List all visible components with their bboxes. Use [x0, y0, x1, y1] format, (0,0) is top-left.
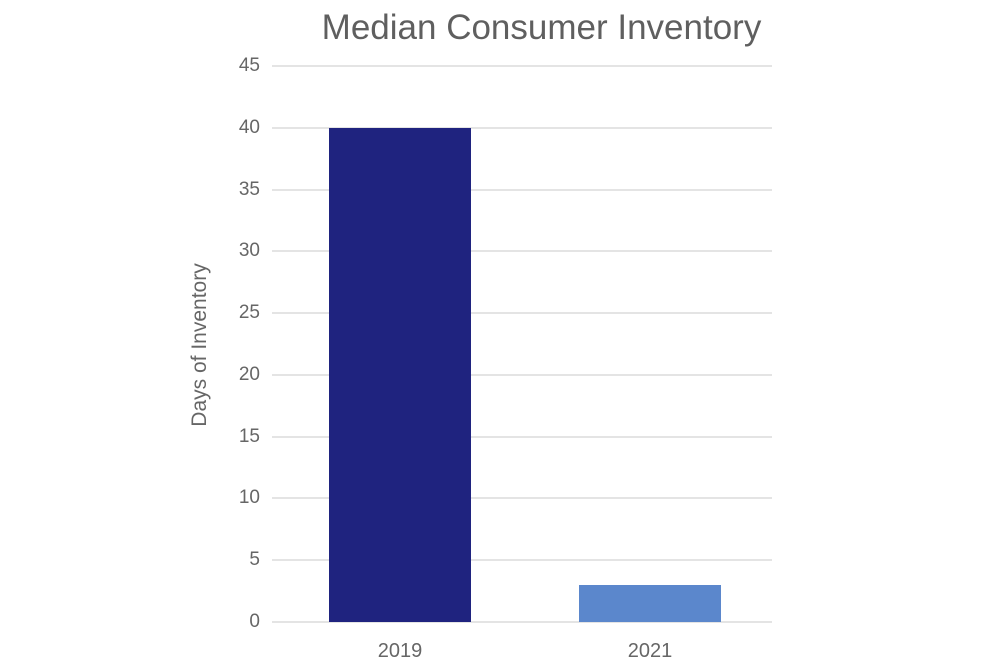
y-tick-label: 30 — [238, 240, 260, 262]
plot-area — [272, 65, 772, 623]
y-axis-label: Days of Inventory — [188, 263, 211, 427]
gridline — [272, 559, 772, 562]
y-tick-label: 20 — [238, 363, 260, 385]
y-tick-label: 35 — [238, 178, 260, 200]
gridline — [272, 250, 772, 253]
gridline — [272, 435, 772, 438]
gridline — [272, 497, 772, 500]
y-tick-label: 25 — [238, 302, 260, 324]
y-tick-label: 5 — [249, 549, 260, 571]
gridline — [272, 621, 772, 623]
y-tick-label: 10 — [238, 487, 260, 509]
bar-2019 — [329, 127, 471, 622]
chart-title: Median Consumer Inventory — [321, 8, 762, 47]
gridline — [272, 65, 772, 67]
gridline — [272, 126, 772, 129]
bar-2021 — [579, 584, 721, 622]
y-tick-label: 45 — [238, 55, 260, 76]
gridline — [272, 312, 772, 315]
gridline — [272, 373, 772, 376]
x-tick-label: 2021 — [627, 640, 673, 662]
gridline — [272, 188, 772, 191]
x-tick-label: 2019 — [377, 640, 423, 662]
y-tick-label: 0 — [249, 611, 260, 632]
y-tick-label: 40 — [238, 116, 260, 138]
y-tick-label: 15 — [238, 425, 260, 447]
